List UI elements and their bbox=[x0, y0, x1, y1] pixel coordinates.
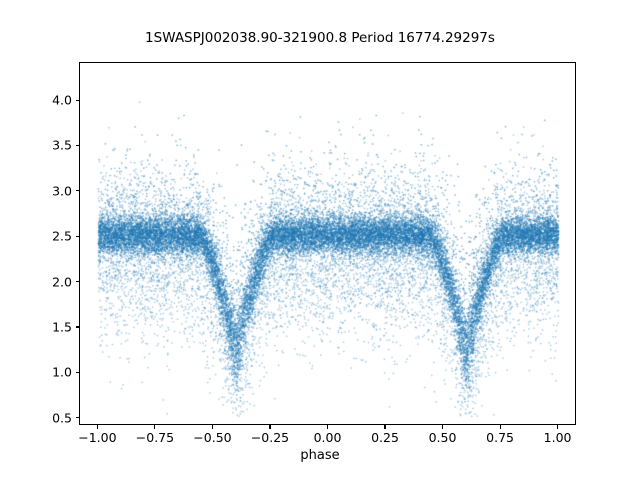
x-tick-label: 0.00 bbox=[313, 430, 342, 445]
x-tick-label: 0.75 bbox=[486, 430, 514, 445]
y-tick-mark bbox=[75, 99, 79, 101]
y-tick-mark bbox=[75, 417, 79, 419]
x-tick-mark bbox=[96, 425, 98, 429]
y-tick-label: 0.5 bbox=[52, 410, 72, 426]
plot-axes-frame bbox=[79, 62, 576, 425]
x-tick-mark bbox=[557, 425, 559, 429]
x-axis-label: phase bbox=[300, 448, 340, 463]
y-tick-mark bbox=[75, 371, 79, 373]
y-tick-label: 3.0 bbox=[52, 183, 72, 199]
x-tick-mark bbox=[384, 425, 386, 429]
y-tick-label: 2.5 bbox=[52, 228, 72, 244]
x-tick-label: −0.75 bbox=[135, 430, 175, 445]
y-tick-mark bbox=[75, 144, 79, 147]
x-tick-mark bbox=[441, 425, 444, 429]
y-tick-label: 1.5 bbox=[52, 319, 72, 335]
y-tick-label: 4.0 bbox=[52, 92, 72, 108]
x-tick-mark bbox=[154, 425, 156, 429]
y-tick-label: 2.0 bbox=[52, 274, 72, 290]
x-tick-mark bbox=[269, 425, 271, 429]
x-tick-label: −0.25 bbox=[250, 430, 290, 445]
y-tick-label: 3.5 bbox=[52, 137, 72, 153]
x-tick-mark bbox=[326, 425, 329, 429]
y-tick-mark bbox=[75, 235, 79, 237]
x-tick-label: 0.25 bbox=[371, 430, 399, 445]
y-tick-mark bbox=[75, 190, 79, 192]
page-title: 1SWASPJ002038.90-321900.8 Period 16774.2… bbox=[145, 30, 495, 46]
x-tick-label: 0.50 bbox=[428, 430, 457, 445]
x-tick-label: −1.00 bbox=[78, 430, 117, 445]
y-tick-label: 1.0 bbox=[52, 364, 72, 380]
scatter-plot-canvas bbox=[80, 63, 575, 424]
x-tick-label: −0.50 bbox=[193, 430, 232, 445]
x-tick-mark bbox=[499, 425, 501, 429]
x-tick-mark bbox=[211, 425, 213, 429]
x-tick-label: 1.00 bbox=[543, 430, 572, 445]
y-tick-mark bbox=[75, 281, 79, 283]
y-tick-mark bbox=[75, 326, 79, 328]
